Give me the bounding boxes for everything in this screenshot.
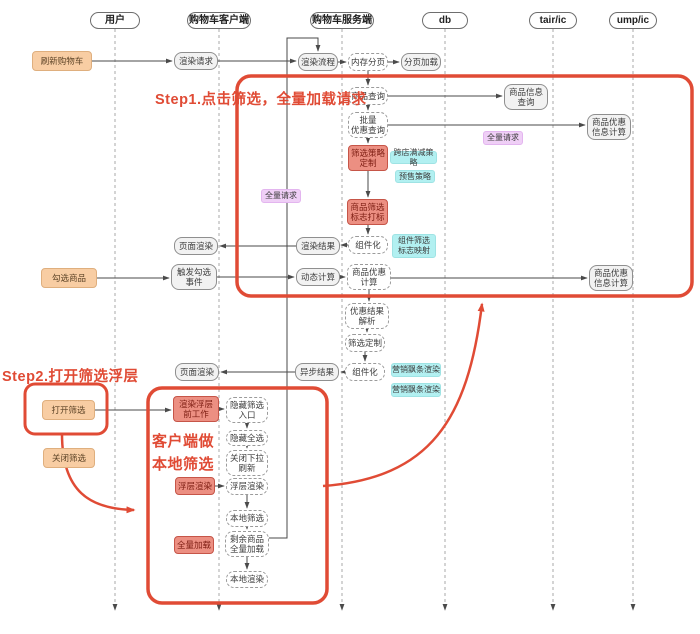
node-hide-select-all: 隐藏全选 bbox=[226, 430, 268, 446]
node-overlay-render: 浮层渲染 bbox=[226, 478, 268, 495]
node-componentize-1: 组件化 bbox=[348, 236, 388, 254]
local-filter-to-step1-curve-arrow bbox=[322, 302, 485, 488]
step2-annotation-text: Step2.打开筛选浮层 bbox=[2, 369, 139, 385]
node-component-filter-flag-mapping-tag: 组件筛选 标志映射 bbox=[392, 234, 436, 258]
node-full-request-tag-right: 全量请求 bbox=[483, 131, 523, 145]
node-componentize-2: 组件化 bbox=[345, 363, 385, 381]
node-page-load: 分页加载 bbox=[401, 53, 441, 71]
client-local-filter-annotation-text: 客户端做 本地筛选 bbox=[152, 433, 215, 474]
lane-cart-server-header: 购物车服务端 bbox=[310, 12, 374, 29]
node-check-product: 勾选商品 bbox=[41, 268, 97, 288]
node-product-filter-flag-marking: 商品筛选 标志打标 bbox=[347, 199, 388, 225]
node-local-filter: 本地筛选 bbox=[226, 510, 268, 527]
node-product-discount-info-calc-1: 商品优惠 信息计算 bbox=[587, 114, 631, 140]
node-page-render-2: 页面渲染 bbox=[175, 363, 219, 381]
node-render-result: 渲染结果 bbox=[296, 237, 340, 255]
node-filter-strategy-custom: 筛选策略 定制 bbox=[348, 145, 388, 171]
step1-scope-box bbox=[235, 74, 694, 298]
node-pre-overlay-work: 渲染浮层 前工作 bbox=[173, 396, 219, 422]
node-discount-result-parse: 优惠结果 解析 bbox=[345, 303, 389, 329]
node-dynamic-calc: 动态计算 bbox=[296, 268, 340, 286]
client-local-filter-box bbox=[146, 386, 329, 605]
node-batch-discount-query: 批量 优惠查询 bbox=[348, 112, 388, 138]
node-marketing-banner-render-tag-1: 营销飘条渲染 bbox=[391, 363, 441, 377]
step1-annotation-text: Step1.点击筛选，全量加载请求 bbox=[155, 92, 367, 108]
edge-remaining-loop-to-render-process bbox=[269, 37, 321, 539]
node-marketing-banner-render-tag-2: 营销飘条渲染 bbox=[391, 383, 441, 397]
node-product-info-query: 商品信息 查询 bbox=[504, 84, 548, 110]
node-presale-strategy-tag: 预售策略 bbox=[395, 170, 435, 183]
node-render-request: 渲染请求 bbox=[174, 52, 218, 70]
node-remaining-products-full-load: 剩余商品 全量加载 bbox=[225, 531, 269, 557]
node-open-filter: 打开筛选 bbox=[42, 400, 95, 420]
node-cross-store-discount-strategy-tag: 跨店满减策略 bbox=[390, 148, 437, 167]
node-close-filter: 关闭筛选 bbox=[43, 448, 95, 468]
node-hide-filter-entry: 隐藏筛选 入口 bbox=[226, 397, 268, 423]
lane-cart-client-header: 购物车客户端 bbox=[187, 12, 251, 29]
node-product-discount-calc: 商品优惠 计算 bbox=[347, 264, 391, 290]
node-local-render: 本地渲染 bbox=[226, 571, 268, 588]
node-full-load-label: 全量加载 bbox=[174, 536, 214, 554]
node-full-request-tag-left: 全量请求 bbox=[261, 189, 301, 203]
lane-db-header: db bbox=[422, 12, 468, 29]
node-product-discount-info-calc-2: 商品优惠 信息计算 bbox=[589, 265, 633, 291]
node-async-result: 异步结果 bbox=[295, 363, 339, 381]
node-overlay-render-label: 浮层渲染 bbox=[175, 477, 215, 495]
lane-user-header: 用户 bbox=[90, 12, 140, 29]
step2-scope-box bbox=[23, 382, 109, 436]
node-refresh-cart: 刷新购物车 bbox=[32, 51, 92, 71]
node-memory-paging: 内存分页 bbox=[348, 53, 388, 71]
lane-ump-ic-header: ump/ic bbox=[609, 12, 657, 29]
close-filter-curve-arrow bbox=[60, 433, 136, 514]
lane-tair-ic-header: tair/ic bbox=[529, 12, 577, 29]
node-trigger-check-event: 触发勾选 事件 bbox=[171, 264, 217, 290]
node-page-render-1: 页面渲染 bbox=[174, 237, 218, 255]
node-filter-custom: 筛选定制 bbox=[345, 334, 385, 352]
node-close-pull-refresh: 关闭下拉 刷新 bbox=[226, 450, 268, 476]
node-render-process: 渲染流程 bbox=[298, 53, 338, 71]
